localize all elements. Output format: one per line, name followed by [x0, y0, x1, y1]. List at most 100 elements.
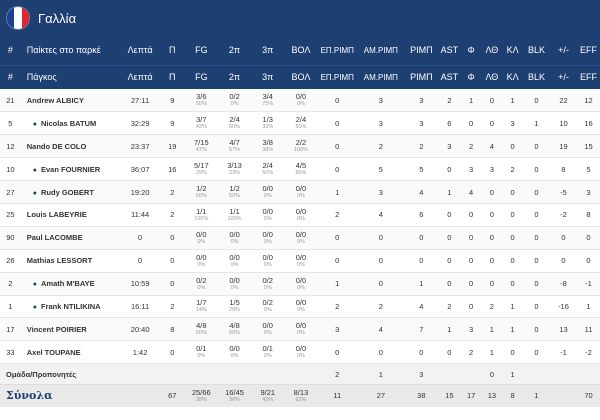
- col-blk-header: BLK: [523, 64, 550, 89]
- minutes: 27:11: [120, 89, 160, 113]
- field-goals-made: 7/15: [194, 138, 209, 148]
- total-fouls: 17: [460, 384, 482, 407]
- team-assists: [437, 363, 461, 386]
- rebounds: 0: [404, 340, 438, 365]
- field-goals: 1/1 100%: [184, 203, 218, 227]
- player-name-link[interactable]: Paul LACOMBE: [20, 226, 121, 250]
- two-pointers: 1/5 20%: [217, 295, 252, 319]
- two-pointers-made: 0/0: [229, 229, 240, 239]
- plus-minus: 0: [550, 249, 577, 273]
- free-throws-percentage: 0%: [296, 215, 305, 222]
- player-number: 10: [0, 157, 21, 182]
- blocks: 0: [523, 203, 550, 227]
- field-goals-percentage: 43%: [195, 124, 207, 131]
- turnovers: 0: [481, 89, 503, 113]
- defensive-rebounds: 0: [356, 226, 405, 250]
- total-free-throws: 8/13 62%: [284, 384, 318, 407]
- three-pointers: 0/0 0%: [251, 249, 285, 273]
- points: 2: [159, 295, 185, 319]
- steals: 3: [502, 111, 524, 136]
- two-pointers-made: 2/4: [229, 115, 240, 125]
- field-goals: 1/2 50%: [184, 180, 218, 204]
- minutes: 16:11: [120, 295, 160, 319]
- efficiency: 0: [576, 249, 600, 273]
- three-pointers-percentage: 50%: [262, 170, 274, 177]
- table-row: 17 Vincent POIRIER 20:40 8 4/8 50% 4/8 50% 0/0 0%…: [0, 317, 600, 342]
- player-name-link[interactable]: Andrew ALBICY: [20, 89, 121, 113]
- col-oreb-header: ΕΠ.ΡΙΜΠ: [317, 64, 357, 89]
- field-goals-made: 3/7: [196, 115, 207, 125]
- total-defensive-rebounds: 27: [356, 384, 405, 407]
- header-row-starters: # Παίκτες στο παρκέ Λεπτά Π FG 2π 3π ΒΟΛ ΕΠ.ΡΙΜΠ…: [0, 36, 600, 65]
- three-pointers-made: 0/0: [262, 229, 273, 239]
- player-name-link[interactable]: ● Evan FOURNIER: [20, 157, 121, 182]
- assists: 2: [437, 295, 461, 319]
- col-plusminus-header: +/-: [550, 64, 577, 89]
- three-pointers-made: 0/0: [262, 184, 273, 193]
- three-pointers: 0/2 0%: [251, 295, 285, 319]
- player-name-link[interactable]: Axel TOUPANE: [20, 340, 121, 365]
- player-number: 25: [0, 203, 21, 227]
- total-two-pointers-made: 16/45: [225, 387, 244, 397]
- free-throws-percentage: 0%: [296, 193, 305, 199]
- field-goals-percentage: 0%: [197, 353, 206, 360]
- team-defensive-rebounds: 1: [356, 363, 405, 386]
- player-name-link[interactable]: Louis LABEYRIE: [20, 203, 121, 227]
- rebounds: 7: [404, 317, 438, 342]
- col-turnovers-header: ΛΘ: [481, 36, 503, 65]
- field-goals: 0/0 0%: [184, 249, 218, 273]
- field-goals-percentage: 0%: [197, 238, 206, 245]
- team-plus-minus: [550, 363, 577, 386]
- fouls: 0: [460, 226, 482, 250]
- field-goals-made: 4/8: [196, 321, 207, 331]
- total-turnovers: 13: [481, 384, 503, 407]
- col-blk-header: BLK: [523, 36, 550, 65]
- field-goals-percentage: 50%: [195, 330, 207, 337]
- field-goals: 4/8 50%: [184, 317, 218, 342]
- turnovers: 0: [481, 272, 503, 296]
- free-throws: 2/4 50%: [284, 111, 318, 136]
- plus-minus: -16: [550, 295, 577, 319]
- two-pointers: 0/0 0%: [217, 272, 252, 296]
- free-throws-made: 0/0: [295, 92, 307, 102]
- player-name-link[interactable]: ● Amath M'BAYE: [20, 272, 121, 296]
- col-2pt-header: 2π: [217, 64, 252, 89]
- player-name-link[interactable]: ● Nicolas BATUM: [20, 111, 121, 136]
- assists: 0: [437, 157, 461, 182]
- player-name-link[interactable]: Nando DE COLO: [20, 134, 121, 159]
- field-goals: 0/2 0%: [184, 272, 218, 296]
- defensive-rebounds: 2: [356, 295, 405, 319]
- two-pointers-made: 1/5: [229, 298, 240, 308]
- free-throws-percentage: 0%: [296, 284, 305, 291]
- minutes: 10:59: [120, 272, 160, 296]
- col-fouls-header: Φ: [460, 64, 482, 89]
- rebounds: 3: [404, 111, 438, 136]
- free-throws-made: 0/0: [295, 298, 307, 308]
- player-name-link[interactable]: Mathias LESSORT: [20, 249, 121, 273]
- player-name-link[interactable]: Vincent POIRIER: [20, 317, 121, 342]
- field-goals-made: 3/6: [196, 92, 207, 102]
- blocks: 0: [523, 226, 550, 250]
- player-number: 2: [0, 272, 21, 296]
- rebounds: 4: [404, 295, 438, 319]
- two-pointers-made: 0/2: [229, 92, 240, 102]
- free-throws: 4/5 80%: [284, 157, 318, 182]
- turnovers: 0: [481, 203, 503, 227]
- steals: 1: [502, 295, 524, 319]
- three-pointers: 0/1 0%: [251, 340, 285, 365]
- player-name-link[interactable]: ● Frank NTILIKINA: [20, 295, 121, 319]
- efficiency: -2: [576, 340, 600, 365]
- free-throws-made: 0/0: [295, 275, 307, 285]
- col-ast-header: AST: [437, 64, 461, 89]
- col-reb-header: ΡΙΜΠ: [404, 36, 438, 65]
- table-row: 90 Paul LACOMBE 0 0 0/0 0% 0/0 0% 0/0 0% 0/0 0% 0 0 0 0…: [0, 226, 600, 250]
- three-pointers-made: 1/3: [262, 115, 273, 125]
- two-pointers: 0/0 0%: [217, 249, 252, 273]
- field-goals-made: 0/0: [196, 252, 207, 262]
- three-pointers: 0/0 0%: [251, 317, 285, 342]
- player-name-link[interactable]: ● Rudy GOBERT: [20, 180, 121, 204]
- total-assists: 15: [437, 384, 461, 407]
- col-ast-header: AST: [437, 36, 461, 65]
- turnovers: 3: [481, 157, 503, 182]
- fouls: 0: [460, 272, 482, 296]
